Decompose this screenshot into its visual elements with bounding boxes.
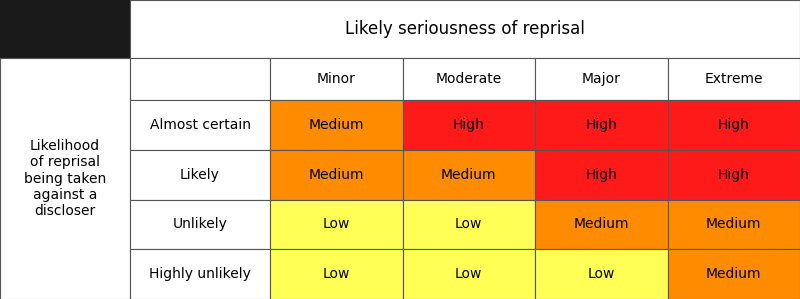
Bar (130, 200, 270, 249)
Bar (402, 200, 535, 249)
Bar (402, 150, 535, 200)
Text: Low: Low (455, 267, 482, 281)
Text: Low: Low (322, 267, 350, 281)
Text: Highly unlikely: Highly unlikely (149, 267, 251, 281)
Text: Minor: Minor (317, 72, 356, 86)
Bar (535, 58, 667, 100)
Text: Low: Low (455, 217, 482, 231)
Text: Unlikely: Unlikely (173, 217, 227, 231)
Bar (270, 200, 402, 249)
Bar (130, 249, 270, 299)
Bar (667, 100, 800, 150)
Text: High: High (586, 118, 617, 132)
Bar (270, 100, 402, 150)
Text: High: High (718, 168, 750, 182)
Bar (270, 58, 402, 100)
Bar (667, 200, 800, 249)
Text: Likely seriousness of reprisal: Likely seriousness of reprisal (345, 20, 585, 38)
Text: Moderate: Moderate (436, 72, 502, 86)
Bar (0, 58, 130, 299)
Text: Major: Major (582, 72, 621, 86)
Bar (130, 58, 270, 100)
Text: Medium: Medium (441, 168, 497, 182)
Bar (667, 58, 800, 100)
Text: Low: Low (587, 267, 615, 281)
Text: Likelihood
of reprisal
being taken
against a
discloser: Likelihood of reprisal being taken again… (24, 139, 106, 218)
Text: Almost certain: Almost certain (150, 118, 250, 132)
Bar (535, 150, 667, 200)
Bar (402, 100, 535, 150)
Bar (535, 249, 667, 299)
Bar (535, 100, 667, 150)
Text: Medium: Medium (706, 217, 762, 231)
Bar (402, 249, 535, 299)
Text: Medium: Medium (309, 118, 364, 132)
Text: Medium: Medium (574, 217, 629, 231)
Bar (667, 150, 800, 200)
Text: Medium: Medium (309, 168, 364, 182)
Text: Low: Low (322, 217, 350, 231)
Text: High: High (586, 168, 617, 182)
Bar (130, 0, 800, 58)
Bar (667, 249, 800, 299)
Text: Extreme: Extreme (705, 72, 763, 86)
Text: Medium: Medium (706, 267, 762, 281)
Text: Likely: Likely (180, 168, 220, 182)
Bar (270, 249, 402, 299)
Bar (535, 200, 667, 249)
Bar (130, 150, 270, 200)
Bar (402, 58, 535, 100)
Text: High: High (453, 118, 485, 132)
Text: High: High (718, 118, 750, 132)
Bar (270, 150, 402, 200)
Bar (130, 100, 270, 150)
